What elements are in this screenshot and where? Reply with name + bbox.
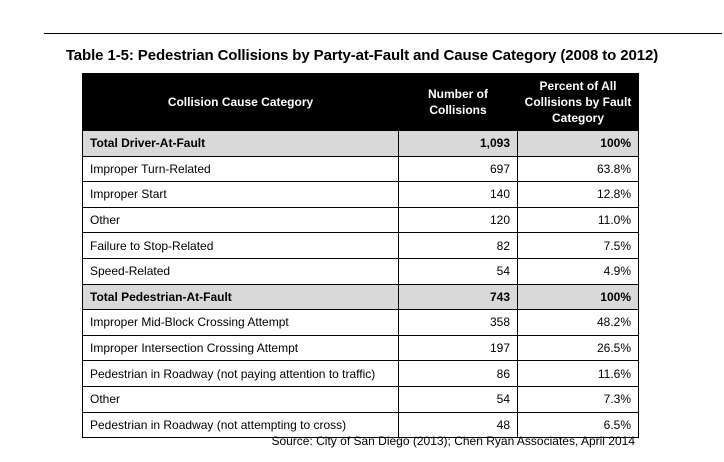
table-row: Improper Turn-Related 697 63.8%	[82, 155, 639, 183]
percent-cell: 12.8%	[517, 181, 639, 208]
header-percent: Percent of All Collisions by Fault Categ…	[517, 73, 639, 131]
percent-cell: 26.5%	[517, 334, 639, 362]
table-row: Speed-Related 54 4.9%	[82, 257, 639, 285]
percent-cell: 7.3%	[517, 385, 639, 413]
category-cell: Improper Mid-Block Crossing Attempt	[82, 309, 399, 336]
category-cell: Speed-Related	[82, 257, 399, 285]
category-cell: Failure to Stop-Related	[82, 232, 399, 259]
percent-cell: 6.5%	[517, 411, 639, 439]
count-cell: 697	[398, 155, 518, 183]
source-note: Source: City of San Diego (2013); Chen R…	[271, 434, 635, 448]
category-cell: Pedestrian in Roadway (not attempting to…	[82, 411, 399, 439]
percent-cell: 63.8%	[517, 155, 639, 183]
total-row: Total Pedestrian-At-Fault 743 100%	[82, 283, 639, 311]
collisions-table: Collision Cause Category Number of Colli…	[82, 73, 639, 439]
category-cell: Total Driver-At-Fault	[82, 130, 399, 157]
table-row: Improper Intersection Crossing Attempt 19…	[82, 334, 639, 362]
category-cell: Improper Turn-Related	[82, 155, 399, 183]
count-cell: 48	[398, 411, 518, 439]
count-cell: 140	[398, 181, 518, 208]
category-cell: Other	[82, 206, 399, 234]
table-row: Pedestrian in Roadway (not attempting to…	[82, 411, 639, 439]
category-cell: Pedestrian in Roadway (not paying attent…	[82, 360, 399, 387]
percent-cell: 100%	[517, 130, 639, 157]
percent-cell: 4.9%	[517, 257, 639, 285]
percent-cell: 11.6%	[517, 360, 639, 387]
table-row: Improper Start 140 12.8%	[82, 181, 639, 208]
header-count: Number of Collisions	[398, 73, 518, 131]
count-cell: 358	[398, 309, 518, 336]
table-row: Failure to Stop-Related 82 7.5%	[82, 232, 639, 259]
top-rule	[44, 33, 722, 34]
total-row: Total Driver-At-Fault 1,093 100%	[82, 130, 639, 157]
count-cell: 743	[398, 283, 518, 311]
count-cell: 54	[398, 385, 518, 413]
table-body: Total Driver-At-Fault 1,093 100% Improper T…	[82, 130, 639, 439]
count-cell: 197	[398, 334, 518, 362]
table-row: Other 54 7.3%	[82, 385, 639, 413]
percent-cell: 11.0%	[517, 206, 639, 234]
category-cell: Total Pedestrian-At-Fault	[82, 283, 399, 311]
table-row: Pedestrian in Roadway (not paying attent…	[82, 360, 639, 387]
category-cell: Other	[82, 385, 399, 413]
table-caption: Table 1-5: Pedestrian Collisions by Part…	[65, 47, 659, 64]
category-cell: Improper Intersection Crossing Attempt	[82, 334, 399, 362]
count-cell: 1,093	[398, 130, 518, 157]
table-row: Other 120 11.0%	[82, 206, 639, 234]
percent-cell: 7.5%	[517, 232, 639, 259]
header-row: Collision Cause Category Number of Colli…	[82, 73, 639, 131]
count-cell: 82	[398, 232, 518, 259]
percent-cell: 100%	[517, 283, 639, 311]
table-row: Improper Mid-Block Crossing Attempt 358 48…	[82, 309, 639, 336]
percent-cell: 48.2%	[517, 309, 639, 336]
header-category: Collision Cause Category	[82, 73, 399, 131]
category-cell: Improper Start	[82, 181, 399, 208]
count-cell: 54	[398, 257, 518, 285]
count-cell: 86	[398, 360, 518, 387]
count-cell: 120	[398, 206, 518, 234]
